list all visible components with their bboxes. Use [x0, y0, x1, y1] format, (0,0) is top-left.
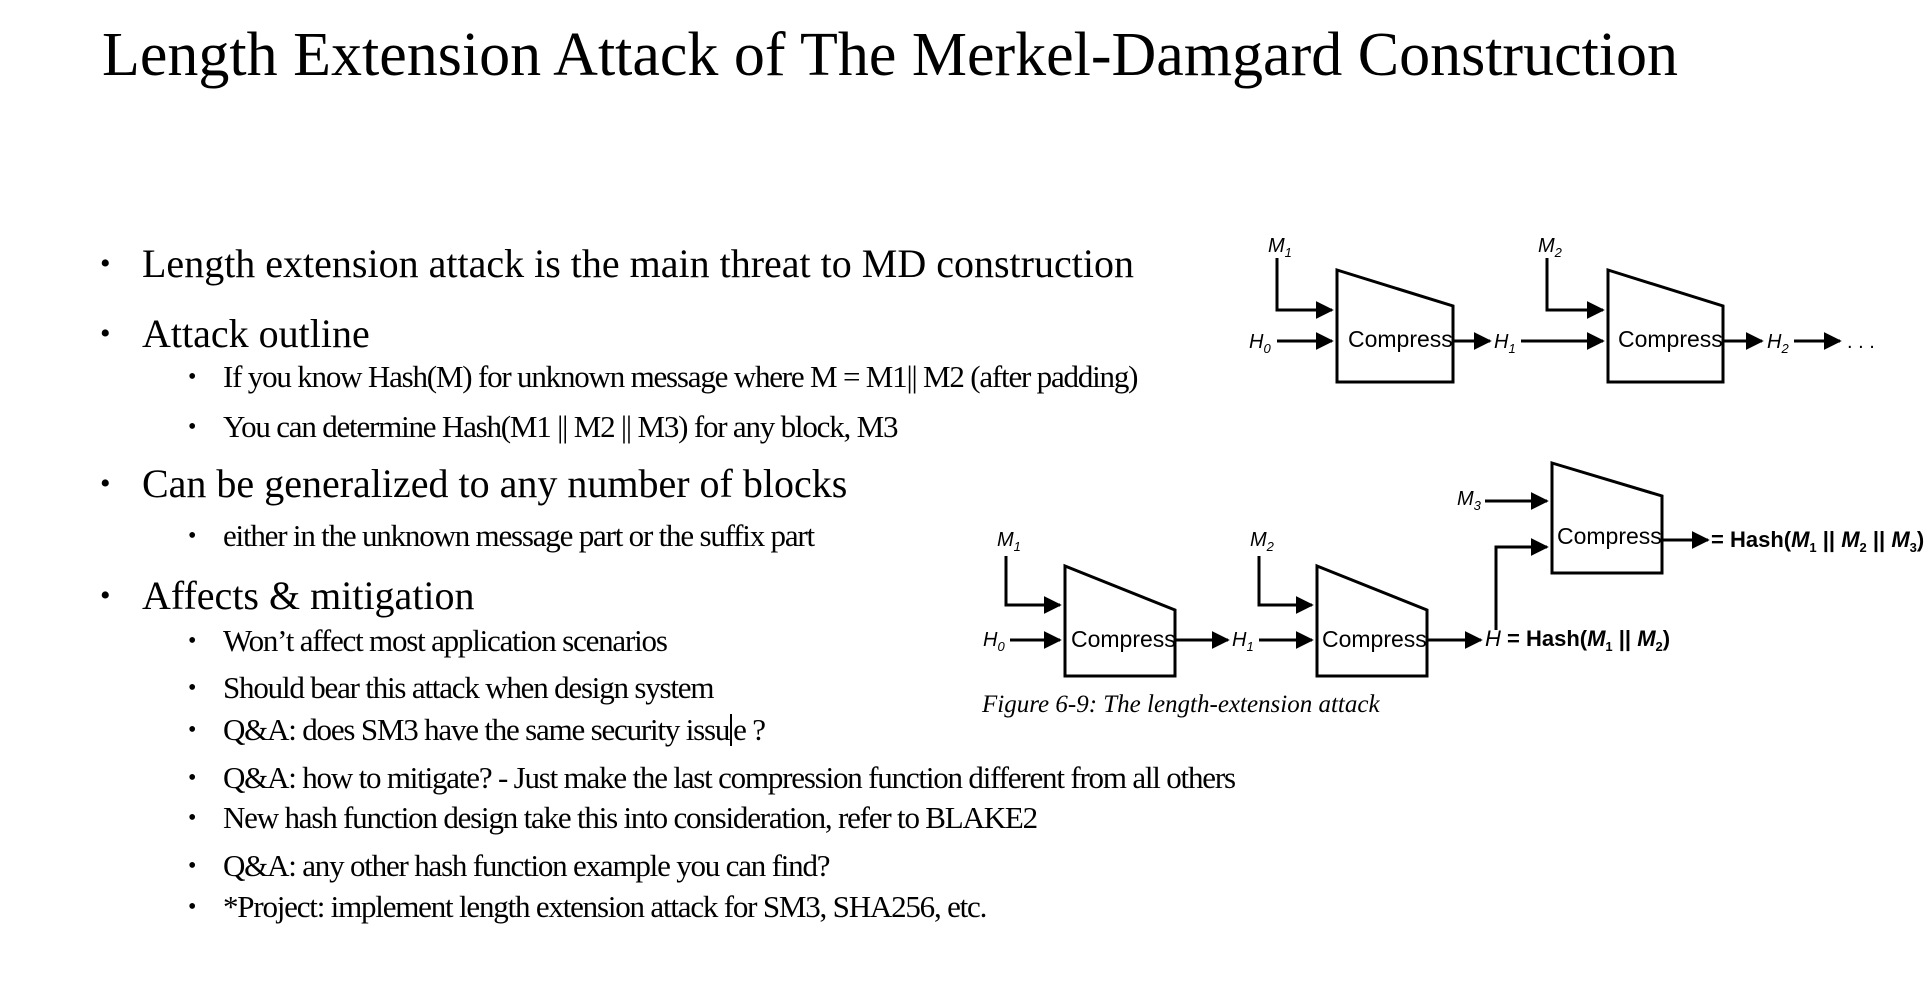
top-h2-label: H2 — [1767, 331, 1789, 356]
bullet-affects-mitigation: Affects & mitigation — [100, 572, 474, 620]
bottom-m3-label: M3 — [1457, 488, 1482, 513]
top-compress-label-2: Compress — [1618, 326, 1723, 352]
top-m1-label: M1 — [1268, 235, 1292, 260]
bottom-h-feed-arrow — [1494, 538, 1549, 630]
sub-bullet-other-hash-question: Q&A: any other hash function example you… — [188, 847, 831, 885]
top-h1-label: H1 — [1494, 331, 1516, 356]
bottom-m2-label: M2 — [1250, 529, 1275, 554]
sub-bullet-mitigate-question: Q&A: how to mitigate? - Just make the la… — [188, 759, 1236, 797]
bottom-m1-label: M1 — [997, 529, 1021, 554]
sub-bullet-determine-hash: You can determine Hash(M1 || M2 || M3) f… — [188, 408, 898, 446]
bottom-h0-label: H0 — [983, 629, 1005, 654]
sm3-question-text-a: Q&A: does SM3 have the same security iss… — [223, 712, 730, 747]
bottom-compress-label-1: Compress — [1071, 626, 1176, 652]
top-compress-box-2 — [1606, 267, 1725, 384]
bottom-compress-box-1 — [1063, 563, 1177, 678]
length-extension-figure: M1 Compress H0 H1 M2 Compress — [975, 228, 1926, 728]
top-m2-label: M2 — [1538, 235, 1563, 260]
bottom-hash-equation: H = Hash(M1 || M2) — [1485, 626, 1670, 654]
slide-title: Length Extension Attack of The Merkel-Da… — [102, 21, 1679, 89]
bottom-m2-arrow — [1257, 556, 1314, 614]
sub-bullet-sm3-question: Q&A: does SM3 have the same security iss… — [188, 711, 766, 749]
sm3-question-text-b: e ? — [733, 712, 766, 747]
bullet-main-threat: Length extension attack is the main thre… — [100, 240, 1134, 288]
bottom-result-equation: = Hash(M1 || M2 || M3) — [1711, 527, 1924, 555]
bottom-h1-label: H1 — [1232, 629, 1254, 654]
sub-bullet-bear-attack: Should bear this attack when design syst… — [188, 669, 715, 707]
bullet-attack-outline: Attack outline — [100, 310, 370, 358]
top-ellipsis: . . . — [1847, 331, 1875, 353]
bottom-compress-box-3 — [1550, 460, 1664, 575]
bottom-compress-label-2: Compress — [1322, 626, 1427, 652]
top-m1-arrow — [1275, 258, 1334, 319]
sub-bullet-message-part: either in the unknown message part or th… — [188, 517, 815, 555]
sub-bullet-blake2: New hash function design take this into … — [188, 799, 1038, 837]
text-cursor — [730, 714, 733, 746]
sub-bullet-wont-affect: Won’t affect most application scenarios — [188, 622, 668, 660]
merkle-damgard-diagram: M1 Compress H0 H1 M2 Compress — [983, 235, 1924, 678]
top-h0-label: H0 — [1249, 331, 1271, 356]
bottom-m1-arrow — [1004, 556, 1062, 614]
bottom-chain: M1 Compress H0 H1 M2 Compress — [983, 460, 1924, 678]
top-chain: M1 Compress H0 H1 M2 Compress — [1249, 235, 1875, 384]
bullet-generalized: Can be generalized to any number of bloc… — [100, 460, 847, 508]
sub-bullet-known-hash: If you know Hash(M) for unknown message … — [188, 358, 1138, 396]
bottom-compress-box-2 — [1315, 563, 1429, 678]
top-compress-box-1 — [1335, 267, 1455, 384]
top-compress-label-1: Compress — [1348, 326, 1453, 352]
bottom-compress-label-3: Compress — [1557, 523, 1662, 549]
figure-caption: Figure 6-9: The length-extension attack — [982, 691, 1380, 718]
sub-bullet-project: *Project: implement length extension att… — [188, 888, 987, 926]
top-m2-arrow — [1545, 258, 1605, 319]
